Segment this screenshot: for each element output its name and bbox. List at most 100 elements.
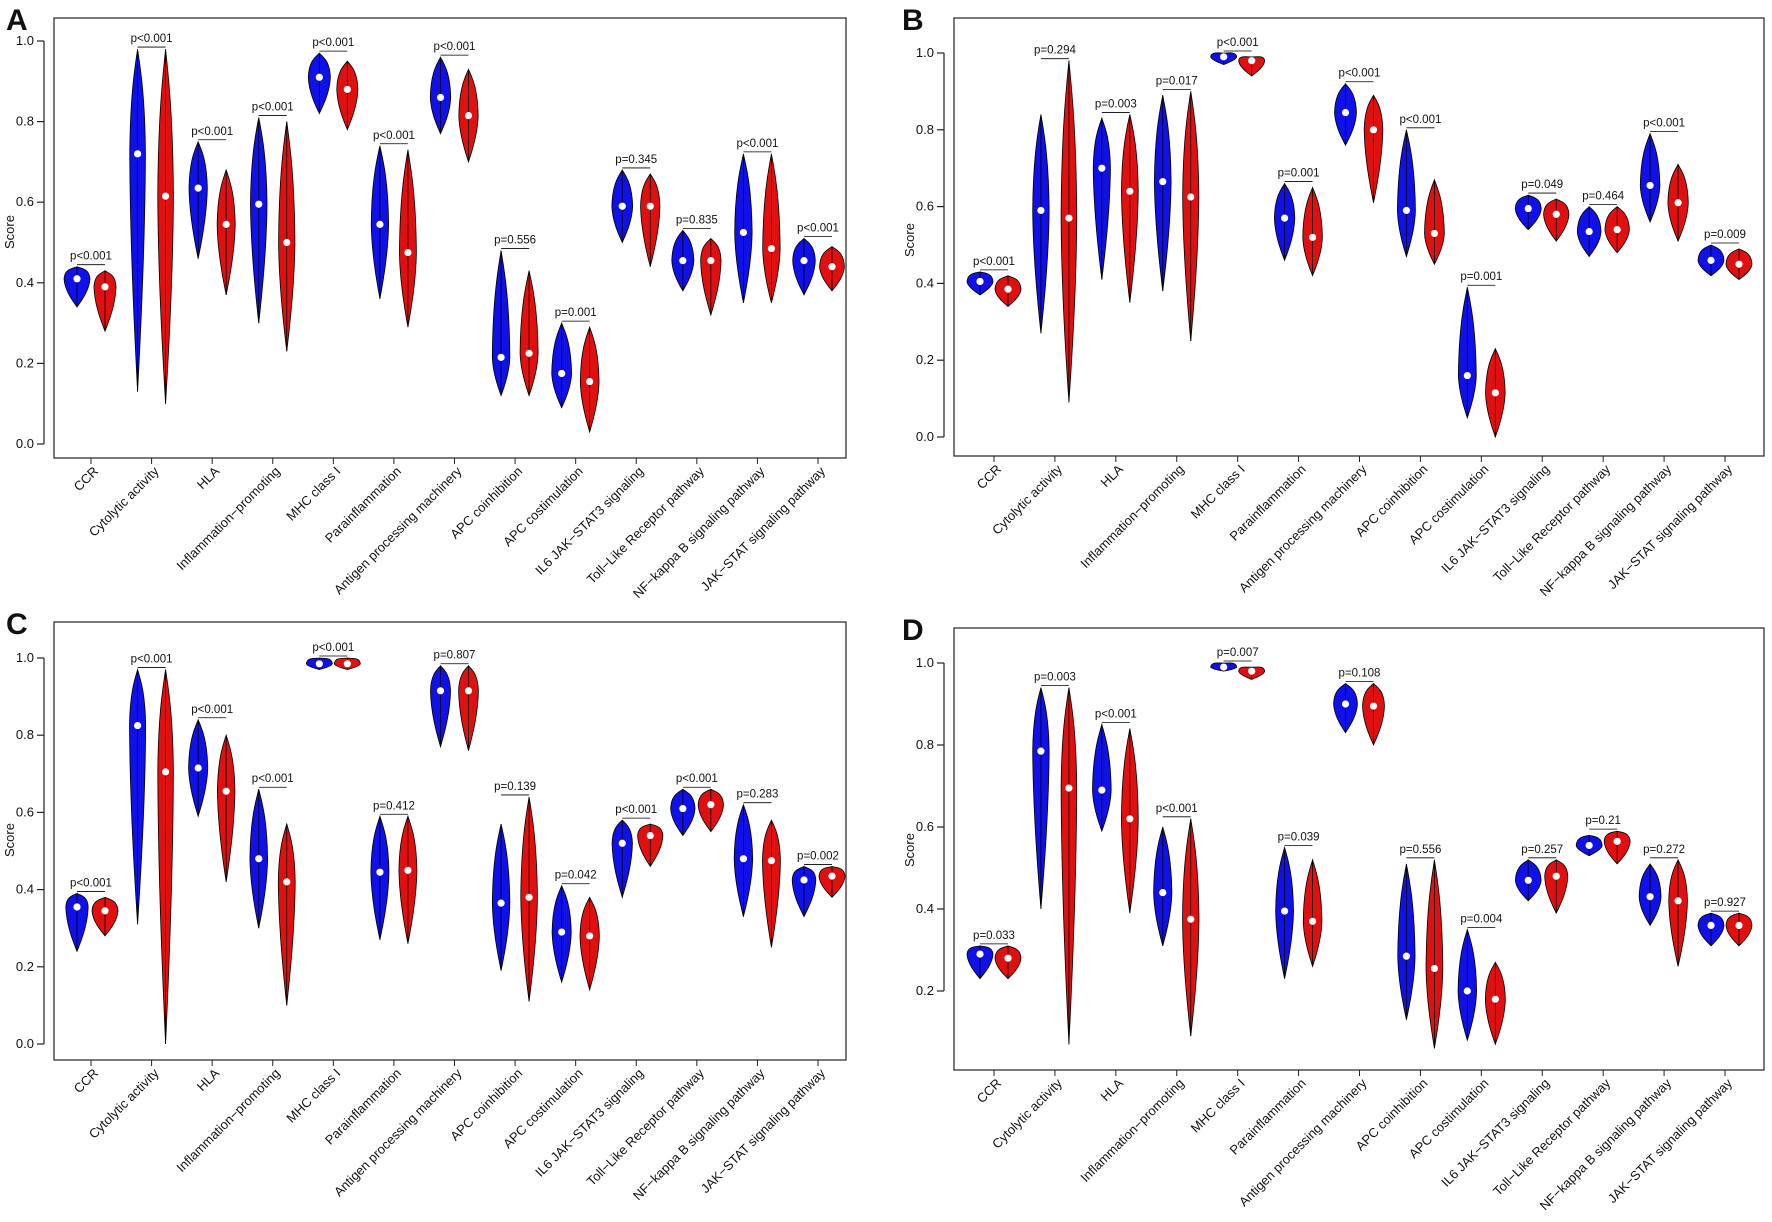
p-value-label: p=0.294 <box>1034 45 1076 57</box>
p-value-label: p<0.001 <box>1339 68 1381 80</box>
median-point <box>404 866 412 874</box>
y-tick-label: 0.6 <box>916 199 934 214</box>
p-value-label: p<0.001 <box>70 251 112 263</box>
median-point <box>101 283 109 291</box>
p-value-label: p=0.556 <box>494 235 536 247</box>
p-value-label: p<0.001 <box>252 102 294 114</box>
category-label: IL6 JAK−STAT3 signaling <box>532 464 646 578</box>
median-point <box>1065 784 1073 792</box>
category-group: p<0.001 HLA <box>1092 709 1139 1104</box>
p-value-label: p=0.001 <box>1460 271 1502 283</box>
category-label: JAK−STAT signaling pathway <box>1605 461 1736 592</box>
median-point <box>558 928 566 936</box>
panel-letter: D <box>902 614 924 647</box>
median-point <box>1402 952 1411 960</box>
p-value-label: p<0.001 <box>1399 114 1441 126</box>
category-label: NF−kappa B signaling pathway <box>630 1065 768 1203</box>
median-point <box>679 257 687 265</box>
category-group: p<0.001 Inflammation−promoting <box>1077 803 1200 1185</box>
p-value-label: p=0.807 <box>434 650 476 662</box>
y-tick-label: 1.0 <box>916 45 934 60</box>
median-point <box>1646 893 1654 901</box>
category-label: NF−kappa B signaling pathway <box>630 463 768 601</box>
category-label: MHC class I <box>283 464 343 524</box>
category-label: Antigen processing machinery <box>1236 461 1370 595</box>
p-value-label: p<0.001 <box>252 773 294 785</box>
median-point <box>739 228 748 237</box>
category-label: CCR <box>71 1066 102 1097</box>
p-value-label: p=0.003 <box>1034 672 1076 684</box>
median-point <box>161 192 170 200</box>
median-point <box>707 257 715 265</box>
p-value-label: p<0.001 <box>312 642 354 654</box>
median-point <box>1187 193 1195 201</box>
category-label: HLA <box>194 1065 223 1094</box>
median-point <box>194 184 202 192</box>
p-value-label: p=0.001 <box>1278 168 1320 180</box>
y-tick-label: 0.0 <box>16 1036 34 1051</box>
median-point <box>1402 206 1411 215</box>
median-point <box>464 687 473 695</box>
y-tick-label: 0.8 <box>916 737 934 752</box>
category-group: p=0.007 MHC class I <box>1188 647 1266 1136</box>
y-tick-label: 0.8 <box>16 727 34 742</box>
median-point <box>525 893 533 901</box>
median-point <box>1491 389 1499 397</box>
p-value-label: p<0.001 <box>70 877 112 889</box>
p-value-label: p=0.464 <box>1582 191 1624 203</box>
p-value-label: p=0.004 <box>1460 914 1502 926</box>
median-point <box>497 899 505 907</box>
median-point <box>1463 371 1471 380</box>
p-value-label: p=0.139 <box>494 781 536 793</box>
p-value-label: p=0.21 <box>1585 815 1621 827</box>
median-point <box>739 855 748 863</box>
median-point <box>679 804 687 813</box>
median-point <box>1159 178 1167 186</box>
category-label: Antigen processing machinery <box>1236 1075 1370 1209</box>
median-point <box>1524 204 1532 213</box>
p-value-label: p<0.001 <box>1217 37 1259 49</box>
y-tick-label: 0.8 <box>916 122 934 137</box>
category-label: NF−kappa B signaling pathway <box>1537 1075 1675 1213</box>
median-point <box>1552 210 1560 218</box>
y-tick-label: 0.0 <box>916 429 934 444</box>
median-point <box>1037 206 1045 215</box>
category-label: NF−kappa B signaling pathway <box>1537 461 1675 599</box>
median-point <box>1707 921 1715 930</box>
median-point <box>1369 126 1378 134</box>
p-value-label: p<0.001 <box>676 773 718 785</box>
y-tick-label: 0.6 <box>16 194 34 209</box>
panel-B: B 0.0 0.2 0.4 0.6 0.8 1.0 Score p<0.001 CCR p=0.29… <box>902 4 1765 599</box>
p-value-label: p=0.042 <box>555 870 597 882</box>
category-group: p<0.001 MHC class I <box>283 37 359 524</box>
median-point <box>976 277 984 286</box>
median-point <box>222 220 230 228</box>
category-label: MHC class I <box>1188 462 1248 522</box>
median-point <box>1248 667 1256 675</box>
panel-D: D 0.2 0.4 0.6 0.8 1.0 Score p=0.033 CCRp=0.003Cy… <box>902 614 1765 1213</box>
median-point <box>618 202 626 210</box>
p-value-label: p=0.272 <box>1643 844 1685 856</box>
median-point <box>1098 164 1106 172</box>
median-point <box>1735 260 1743 268</box>
y-tick-label: 0.2 <box>916 352 934 367</box>
p-value-label: p=0.001 <box>555 307 597 319</box>
median-point <box>1037 747 1045 755</box>
median-point <box>800 257 808 265</box>
y-tick-label: 0.4 <box>16 882 34 897</box>
median-point <box>436 93 445 102</box>
median-point <box>1646 181 1654 190</box>
category-group: p<0.001 CCR <box>65 877 119 1097</box>
median-point <box>1369 702 1378 710</box>
y-axis-title: Score <box>902 833 917 867</box>
category-label: Toll−Like Receptor pathway <box>1490 1075 1614 1199</box>
p-value-label: p=0.412 <box>373 800 415 812</box>
median-point <box>464 111 473 120</box>
